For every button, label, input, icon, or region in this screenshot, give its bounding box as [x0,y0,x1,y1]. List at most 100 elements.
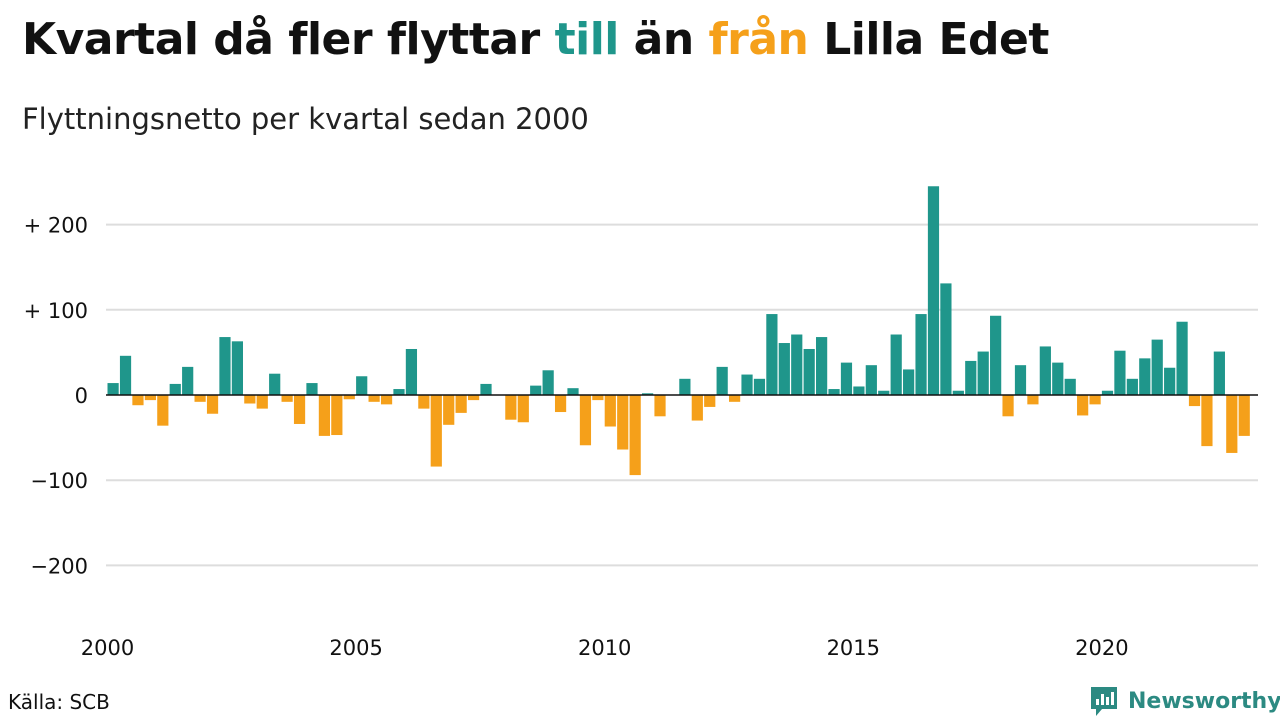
bar-2002-Q4 [244,395,256,404]
bar-2014-Q4 [840,362,853,395]
bar-2020-Q4 [1139,358,1151,395]
bar-2013-Q2 [766,314,778,395]
bar-2000-Q2 [119,355,132,395]
bar-2014-Q3 [828,389,840,395]
bar-2018-Q2 [1014,365,1027,395]
bar-2001-Q4 [194,395,206,402]
title-keyword-fran: från [708,14,809,65]
bar-2009-Q3 [579,395,592,446]
bar-2004-Q3 [331,395,343,436]
bar-2003-Q4 [293,395,306,424]
x-tick-label: 2020 [1075,636,1128,660]
bar-2016-Q2 [915,314,927,395]
bar-2021-Q1 [1151,339,1163,395]
bar-2009-Q2 [567,388,579,395]
bar-2016-Q4 [940,283,952,395]
bar-2013-Q4 [791,334,803,395]
bar-2006-Q2 [418,395,430,409]
bar-2021-Q2 [1164,367,1176,395]
x-tick-label: 2005 [329,636,382,660]
bar-2011-Q3 [679,378,691,395]
bar-2015-Q1 [853,386,865,395]
bar-2022-Q3 [1226,395,1238,453]
bar-2012-Q2 [716,366,728,395]
bar-2004-Q1 [306,383,318,395]
bar-2019-Q4 [1089,395,1101,405]
bar-2017-Q4 [990,315,1002,395]
y-axis-labels: + 200 + 100 0 −100 −200 [24,214,88,579]
y-tick-label: −200 [30,554,88,578]
bar-2022-Q1 [1201,395,1213,447]
bar-2013-Q3 [778,343,790,395]
bar-2006-Q1 [405,348,418,395]
bar-2000-Q3 [132,395,144,406]
bar-2022-Q2 [1213,351,1225,395]
bar-2009-Q4 [592,395,604,401]
y-tick-label: + 200 [24,214,88,238]
bar-2019-Q3 [1077,395,1089,416]
bar-2006-Q4 [443,395,455,425]
bar-2002-Q1 [206,395,219,414]
bar-2014-Q1 [803,348,815,395]
bar-2012-Q3 [729,395,741,402]
bar-2004-Q2 [318,395,331,436]
bar-2005-Q2 [368,395,380,402]
bar-2005-Q4 [393,389,405,395]
bar-2018-Q4 [1039,346,1051,395]
bar-2022-Q4 [1238,395,1250,436]
bars [106,186,1258,476]
bar-2020-Q1 [1101,390,1114,395]
x-tick-label: 2010 [578,636,631,660]
gridlines [106,223,1258,567]
bar-2017-Q1 [952,390,964,395]
brand-name: Newsworthy [1128,688,1280,714]
bar-2020-Q2 [1114,350,1126,395]
title-keyword-till: till [554,14,620,65]
bar-2001-Q2 [169,383,181,395]
bar-2001-Q3 [182,366,194,395]
bar-2008-Q4 [542,370,554,395]
bar-2010-Q3 [629,395,641,476]
bar-2004-Q4 [343,395,355,400]
bar-2010-Q2 [617,395,629,450]
bar-2007-Q1 [455,395,467,413]
bar-2000-Q4 [144,395,156,401]
bar-2000-Q1 [107,383,119,395]
bar-2010-Q4 [641,393,654,395]
bar-2011-Q1 [654,395,666,417]
bar-2021-Q4 [1188,395,1201,407]
bar-2021-Q3 [1176,321,1188,395]
bar-2019-Q1 [1052,362,1064,395]
bar-2014-Q2 [816,337,828,395]
x-tick-label: 2015 [827,636,880,660]
chart-title: Kvartal då fler flyttar till än från Lil… [22,14,1049,65]
bar-2002-Q3 [231,341,243,395]
bar-2013-Q1 [753,378,766,395]
x-tick-label: 2000 [81,636,134,660]
bar-2018-Q1 [1002,395,1014,417]
bar-chart-speech-icon [1091,687,1117,716]
bar-2003-Q3 [281,395,293,402]
chart-subtitle: Flyttningsnetto per kvartal sedan 2000 [22,102,589,136]
bar-2008-Q2 [517,395,529,423]
bar-2012-Q4 [741,374,753,395]
bar-2018-Q3 [1027,395,1039,405]
title-part-1: Kvartal då fler flyttar [22,14,555,65]
bar-2012-Q1 [704,395,716,407]
bar-2003-Q2 [269,373,281,395]
bar-2015-Q4 [890,334,902,395]
source-note: Källa: SCB [8,690,110,714]
bar-2007-Q2 [467,395,480,401]
bar-2019-Q2 [1064,378,1076,395]
bar-2017-Q2 [965,360,977,395]
bar-2020-Q3 [1126,378,1138,395]
bar-2015-Q3 [878,390,890,395]
bar-2003-Q1 [256,395,268,409]
bar-2016-Q1 [903,369,915,395]
title-part-3: Lilla Edet [808,14,1049,65]
bar-2017-Q3 [977,351,989,395]
bar-2016-Q3 [927,186,940,395]
bar-2011-Q4 [691,395,703,421]
bar-2006-Q3 [430,395,442,467]
